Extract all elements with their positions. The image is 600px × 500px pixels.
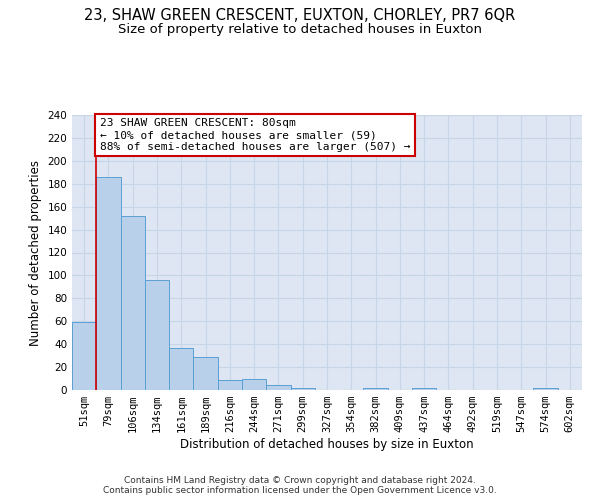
X-axis label: Distribution of detached houses by size in Euxton: Distribution of detached houses by size …	[180, 438, 474, 451]
Y-axis label: Number of detached properties: Number of detached properties	[29, 160, 42, 346]
Text: 23 SHAW GREEN CRESCENT: 80sqm
← 10% of detached houses are smaller (59)
88% of s: 23 SHAW GREEN CRESCENT: 80sqm ← 10% of d…	[100, 118, 410, 152]
Text: Size of property relative to detached houses in Euxton: Size of property relative to detached ho…	[118, 22, 482, 36]
Bar	[290, 388, 315, 390]
Bar	[533, 388, 558, 390]
Bar	[72, 322, 96, 390]
Bar	[96, 177, 121, 390]
Text: 23, SHAW GREEN CRESCENT, EUXTON, CHORLEY, PR7 6QR: 23, SHAW GREEN CRESCENT, EUXTON, CHORLEY…	[85, 8, 515, 22]
Bar	[145, 280, 169, 390]
Bar	[193, 357, 218, 390]
Bar	[121, 216, 145, 390]
Bar	[412, 388, 436, 390]
Bar	[218, 380, 242, 390]
Text: Contains HM Land Registry data © Crown copyright and database right 2024.
Contai: Contains HM Land Registry data © Crown c…	[103, 476, 497, 495]
Bar	[242, 378, 266, 390]
Bar	[266, 386, 290, 390]
Bar	[364, 388, 388, 390]
Bar	[169, 348, 193, 390]
